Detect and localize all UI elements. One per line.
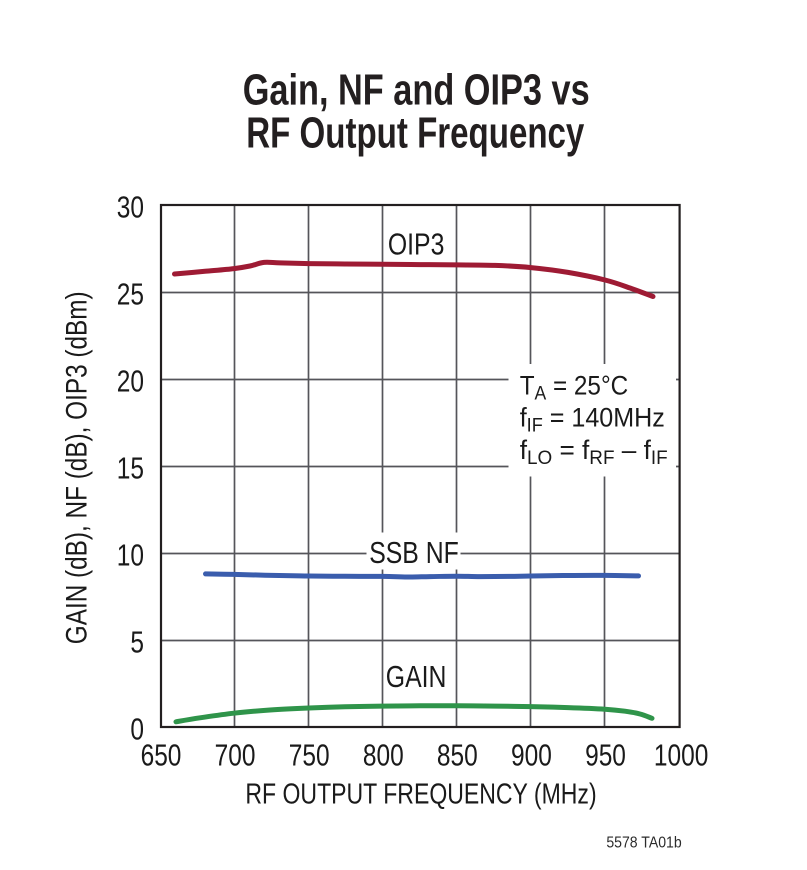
svg-text:30: 30 <box>117 190 144 224</box>
svg-text:15: 15 <box>117 451 144 485</box>
svg-text:GAIN: GAIN <box>386 660 447 694</box>
svg-text:10: 10 <box>117 538 144 572</box>
svg-text:650: 650 <box>141 738 182 772</box>
svg-text:750: 750 <box>289 738 330 772</box>
svg-text:900: 900 <box>511 738 552 772</box>
svg-text:1000: 1000 <box>654 738 708 772</box>
svg-text:950: 950 <box>585 738 626 772</box>
svg-text:5: 5 <box>130 625 144 659</box>
svg-text:RF OUTPUT FREQUENCY (MHz): RF OUTPUT FREQUENCY (MHz) <box>245 777 596 810</box>
svg-text:OIP3: OIP3 <box>388 227 444 261</box>
svg-text:5578 TA01b: 5578 TA01b <box>606 833 681 851</box>
svg-text:Gain, NF and OIP3 vs: Gain, NF and OIP3 vs <box>243 66 590 115</box>
svg-text:0: 0 <box>130 712 144 746</box>
svg-text:850: 850 <box>437 738 478 772</box>
svg-text:800: 800 <box>363 738 404 772</box>
svg-text:700: 700 <box>215 738 256 772</box>
svg-text:RF Output Frequency: RF Output Frequency <box>246 109 584 158</box>
svg-text:fIF = 140MHz: fIF = 140MHz <box>520 402 665 436</box>
svg-text:GAIN (dB), NF (dB), OIP3 (dBm): GAIN (dB), NF (dB), OIP3 (dBm) <box>60 291 93 644</box>
svg-text:20: 20 <box>117 364 144 398</box>
svg-text:SSB NF: SSB NF <box>369 535 459 569</box>
svg-text:25: 25 <box>117 277 144 311</box>
